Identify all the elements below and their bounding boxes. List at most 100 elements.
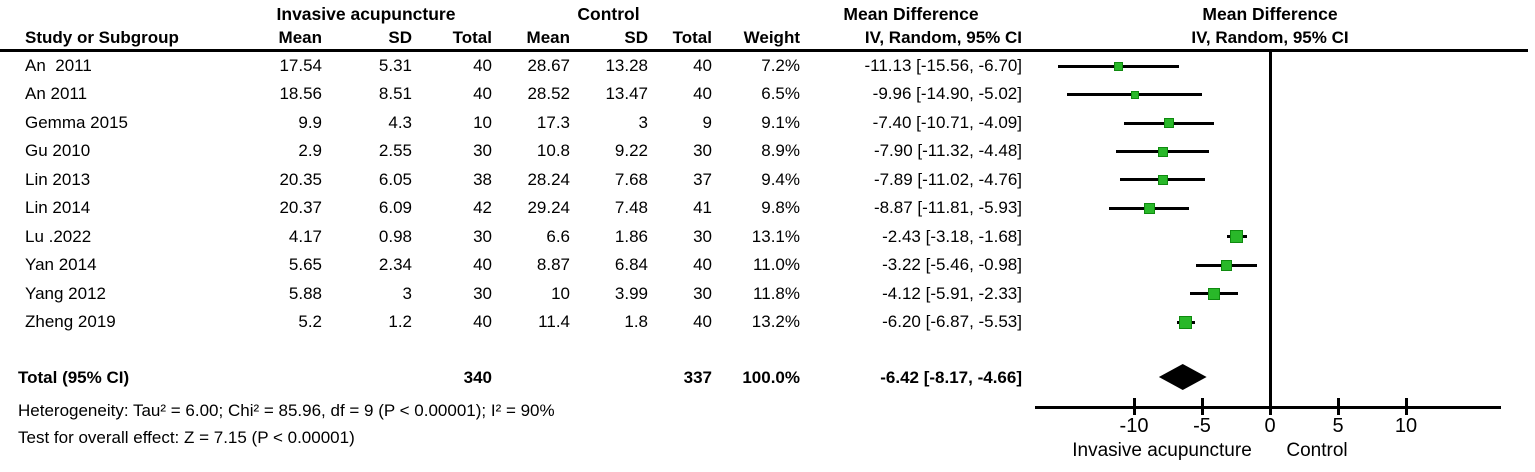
total-control: 9 (702, 113, 712, 132)
md-column-title: Mean Difference (843, 4, 979, 24)
sd-control: 13.47 (605, 84, 648, 103)
mean-treatment: 20.37 (279, 198, 322, 217)
mean-control: 11.4 (538, 312, 570, 331)
table-row: Gemma 2015 9.9 4.3 10 17.3 3 9 9.1% -7.4… (0, 109, 1035, 137)
axis-tick (1336, 398, 1340, 415)
table-row: Yan 2014 5.65 2.34 40 8.87 6.84 40 11.0%… (0, 251, 1035, 279)
total-treatment: 40 (473, 84, 492, 103)
ci-text: -2.43 [-3.18, -1.68] (882, 227, 1022, 246)
study-label: Lu .2022 (25, 227, 92, 246)
total-control: 30 (693, 284, 712, 303)
sd-control: 3.99 (614, 284, 648, 303)
sd-control: 7.68 (614, 170, 648, 189)
sd-control: 1.86 (614, 227, 648, 246)
sd-treatment: 8.51 (378, 84, 412, 103)
total-row: Total (95% CI) 340 337 100.0% -6.42 [-8.… (0, 364, 1035, 392)
weight-value: 8.9% (761, 141, 800, 160)
sd-treatment: 5.31 (378, 56, 412, 75)
heterogeneity-note: Heterogeneity: Tau² = 6.00; Chi² = 85.96… (18, 401, 555, 420)
weight-value: 6.5% (761, 84, 800, 103)
effect-marker (1207, 287, 1220, 300)
mean-treatment: 5.65 (288, 255, 322, 274)
axis-tick-label: 10 (1394, 415, 1418, 437)
ci-text: -7.89 [-11.02, -4.76] (873, 170, 1022, 189)
study-label: An 2011 (25, 56, 92, 75)
weight-value: 9.8% (761, 198, 800, 217)
mean-treatment: 18.56 (279, 84, 322, 103)
study-label: Zheng 2019 (25, 312, 116, 331)
study-label: Yang 2012 (25, 284, 106, 303)
mean-control: 28.67 (527, 56, 570, 75)
ci-text: -4.12 [-5.91, -2.33] (882, 284, 1022, 303)
mean-control: 10.8 (536, 141, 570, 160)
axis-tick-label: -5 (1193, 415, 1211, 437)
table-row: Lu .2022 4.17 0.98 30 6.6 1.86 30 13.1% … (0, 223, 1035, 251)
mean-control: 8.87 (536, 255, 570, 274)
sd-control: 3 (638, 113, 648, 132)
sd-control: 7.48 (614, 198, 648, 217)
col-header-total-control: Total (672, 28, 712, 47)
sd-treatment: 4.3 (388, 113, 412, 132)
study-label: Gemma 2015 (25, 113, 128, 132)
md-plot-title: Mean Difference (1202, 4, 1338, 24)
ci-text: -7.90 [-11.32, -4.48] (873, 141, 1022, 160)
effect-marker (1143, 202, 1155, 214)
zero-line (1268, 52, 1272, 409)
total-n-control: 337 (683, 368, 712, 387)
x-axis-line (1035, 406, 1501, 409)
sd-control: 1.8 (624, 312, 648, 331)
study-label: Yan 2014 (25, 255, 97, 274)
sd-treatment: 6.09 (378, 198, 412, 217)
pooled-diamond (1158, 364, 1207, 390)
total-n-treatment: 340 (463, 368, 492, 387)
effect-marker (1114, 61, 1124, 71)
table-row: Yang 2012 5.88 3 30 10 3.99 30 11.8% -4.… (0, 280, 1035, 308)
weight-value: 11.8% (753, 284, 800, 303)
axis-tick-label: 0 (1264, 415, 1276, 437)
weight-value: 13.2% (751, 312, 800, 331)
total-treatment: 30 (473, 227, 492, 246)
study-label: Gu 2010 (25, 141, 91, 160)
effect-marker (1230, 230, 1244, 244)
ci-text: -11.13 [-15.56, -6.70] (864, 56, 1022, 75)
table-row: Gu 2010 2.9 2.55 30 10.8 9.22 30 8.9% -7… (0, 137, 1035, 165)
axis-tick-label: 5 (1332, 415, 1344, 437)
study-label: Lin 2013 (25, 170, 91, 189)
sd-treatment: 6.05 (378, 170, 412, 189)
total-treatment: 38 (473, 170, 492, 189)
sd-treatment: 1.2 (388, 312, 412, 331)
table-row: An 2011 17.54 5.31 40 28.67 13.28 40 7.2… (0, 52, 1035, 80)
effect-marker (1220, 259, 1232, 271)
total-control: 41 (693, 198, 712, 217)
total-treatment: 40 (473, 56, 492, 75)
col-header-sd-control: SD (624, 28, 648, 47)
sd-treatment: 2.34 (378, 255, 412, 274)
col-header-sd-treatment: SD (388, 28, 412, 47)
axis-tick (1200, 398, 1204, 415)
sd-control: 13.28 (605, 56, 648, 75)
col-header-mean-treatment: Mean (278, 28, 322, 47)
mean-treatment: 5.88 (288, 284, 322, 303)
col-header-weight: Weight (743, 28, 800, 47)
total-control: 40 (693, 255, 712, 274)
mean-treatment: 4.17 (288, 227, 322, 246)
mean-treatment: 5.2 (298, 312, 322, 331)
study-label: Lin 2014 (25, 198, 91, 217)
axis-tick-label: -10 (1119, 415, 1149, 437)
table-row: An 2011 18.56 8.51 40 28.52 13.47 40 6.5… (0, 80, 1035, 108)
col-header-total-treatment: Total (452, 28, 492, 47)
total-control: 30 (693, 141, 712, 160)
total-treatment: 30 (473, 284, 492, 303)
total-ci-text: -6.42 [-8.17, -4.66] (880, 368, 1022, 387)
mean-treatment: 17.54 (279, 56, 322, 75)
total-control: 37 (693, 170, 712, 189)
total-treatment: 42 (473, 198, 492, 217)
weight-value: 13.1% (751, 227, 800, 246)
effect-marker (1179, 315, 1193, 329)
mean-control: 28.24 (527, 170, 570, 189)
total-treatment: 40 (473, 255, 492, 274)
table-row: Lin 2013 20.35 6.05 38 28.24 7.68 37 9.4… (0, 166, 1035, 194)
ci-text: -7.40 [-10.71, -4.09] (872, 113, 1022, 132)
